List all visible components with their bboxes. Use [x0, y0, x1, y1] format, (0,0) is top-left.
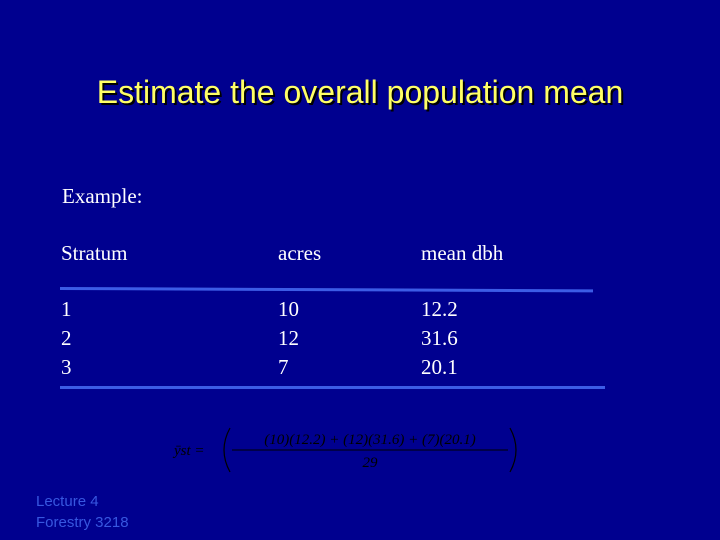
header-mean-dbh: mean dbh: [421, 241, 504, 265]
table-bottom-rule: [60, 386, 605, 389]
example-label: Example:: [62, 184, 143, 208]
stratified-mean-formula: ȳst = (10)(12.2) + (12)(31.6) + (7)(20.1…: [172, 427, 517, 473]
cell-stratum-1: 1: [61, 297, 72, 321]
footer-course: Forestry 3218: [36, 514, 129, 531]
right-paren: [509, 427, 517, 473]
cell-acres-3: 7: [278, 355, 289, 379]
footer-lecture: Lecture 4: [36, 493, 99, 510]
cell-acres-1: 10: [278, 297, 299, 321]
header-stratum: Stratum: [61, 241, 128, 265]
formula-denominator: 29: [363, 455, 379, 471]
cell-dbh-2: 31.6: [421, 326, 458, 350]
cell-dbh-3: 20.1: [421, 355, 458, 379]
cell-dbh-1: 12.2: [421, 297, 458, 321]
cell-stratum-2: 2: [61, 326, 72, 350]
cell-acres-2: 12: [278, 326, 299, 350]
cell-stratum-3: 3: [61, 355, 72, 379]
slide-title: Estimate the overall population mean: [96, 74, 624, 110]
formula-numerator: (10)(12.2) + (12)(31.6) + (7)(20.1): [264, 432, 475, 448]
footer: Lecture 4 Forestry 3218: [36, 491, 129, 533]
header-acres: acres: [278, 241, 322, 265]
formula-lhs: ȳst =: [172, 443, 205, 459]
table-header-rule: [59, 287, 594, 293]
left-paren: [223, 427, 231, 473]
